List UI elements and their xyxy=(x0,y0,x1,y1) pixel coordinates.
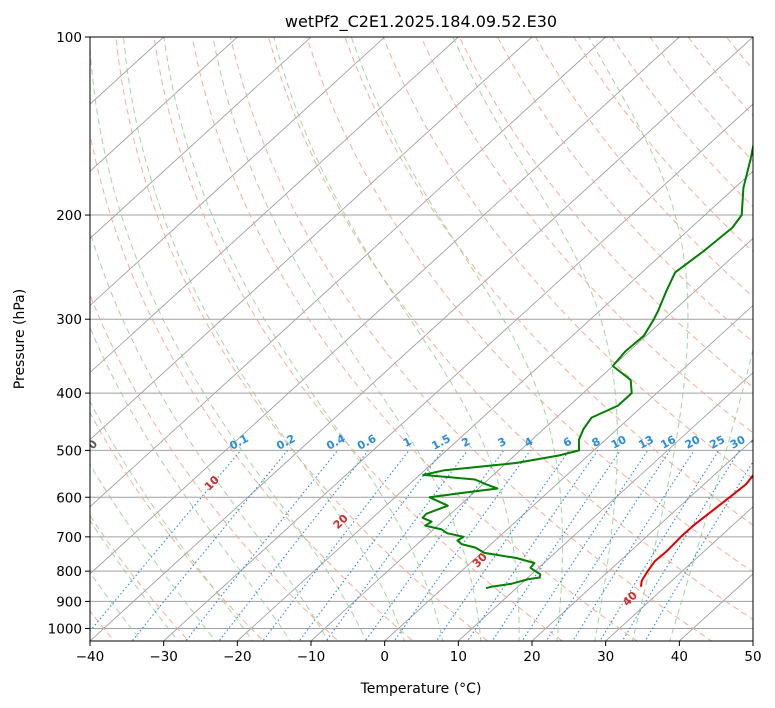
mixing-ratio-line xyxy=(466,450,599,641)
mixing-ratio-line xyxy=(621,450,740,641)
y-tick-label: 300 xyxy=(56,312,82,328)
x-axis-label: Temperature (°C) xyxy=(360,681,482,697)
mixing-ratio-label: 36 xyxy=(749,433,769,452)
moist-adiabat-line xyxy=(90,40,367,641)
x-tick-label: 10 xyxy=(450,649,467,665)
mixing-ratio-line xyxy=(364,450,505,641)
moist-adiabat-line xyxy=(669,347,753,641)
chart-title: wetPf2_C2E1.2025.184.09.52.E30 xyxy=(285,12,557,32)
x-tick-label: 0 xyxy=(380,649,389,665)
y-axis-ticks: 100 200 300 400 500 600 700 800 900 1000 xyxy=(48,30,90,637)
mixing-ratio-line xyxy=(599,450,720,641)
moist-adiabat-line xyxy=(123,37,406,641)
plot-area: 0.10.20.40.611.52346810131620253036-100-… xyxy=(86,37,769,641)
moist-adiabat-line xyxy=(90,326,291,641)
dry-adiabat-line xyxy=(306,37,753,573)
dry-adiabat-line xyxy=(420,37,753,434)
dry-adiabat-line xyxy=(229,37,713,641)
dry-adiabat-line xyxy=(90,411,265,641)
plot-frame xyxy=(89,36,754,642)
mixing-ratio-label: 20 xyxy=(683,433,703,452)
y-tick-label: 700 xyxy=(56,530,82,546)
x-tick-label: −40 xyxy=(76,649,105,665)
moist-adiabat-line xyxy=(90,400,254,641)
dry-adiabat-line xyxy=(344,37,753,526)
pressure-gridlines xyxy=(90,37,753,629)
mixing-ratio-line xyxy=(131,450,289,641)
mixing-ratio-label: 16 xyxy=(658,433,678,452)
mixing-ratio-line xyxy=(572,450,695,641)
contour-labels: 0.10.20.40.611.52346810131620253036-100-… xyxy=(86,432,769,609)
moist-adiabat-lines xyxy=(90,37,753,641)
sounding-line xyxy=(421,141,753,590)
moist-adiabat-line xyxy=(588,37,689,641)
isotherm-line xyxy=(90,37,753,641)
y-tick-label: 500 xyxy=(56,443,82,459)
dry-adiabat-label: 0 xyxy=(86,437,101,452)
mixing-ratio-line xyxy=(491,450,621,641)
mixing-ratio-line xyxy=(435,450,570,641)
moist-adiabat-line xyxy=(452,37,618,641)
y-tick-label: 100 xyxy=(56,30,82,46)
y-tick-label: 600 xyxy=(56,490,82,506)
sounding-profiles xyxy=(421,141,753,590)
isotherm-line xyxy=(531,439,753,641)
isotherm-line xyxy=(604,506,753,641)
moist-adiabat-line xyxy=(212,37,482,641)
x-tick-label: −20 xyxy=(223,649,252,665)
mixing-ratio-line xyxy=(218,450,369,641)
moist-adiabat-line xyxy=(350,37,563,641)
mixing-ratio-line xyxy=(185,450,339,641)
x-tick-label: 50 xyxy=(744,649,761,665)
y-tick-label: 900 xyxy=(56,594,82,610)
moist-adiabat-line xyxy=(90,571,142,641)
moist-adiabat-line xyxy=(90,463,216,641)
mixing-ratio-label: 25 xyxy=(707,433,727,452)
mixing-ratio-label: 30 xyxy=(728,433,748,452)
dry-adiabat-line xyxy=(267,37,753,621)
mixing-ratio-label: 13 xyxy=(636,433,656,452)
dry-adiabat-lines xyxy=(90,37,753,641)
dry-adiabat-line xyxy=(115,37,489,641)
dry-adiabat-line xyxy=(191,37,638,641)
moist-adiabat-line xyxy=(273,37,520,641)
isotherm-line xyxy=(236,170,753,641)
mixing-ratio-line xyxy=(545,450,671,641)
isotherm-line xyxy=(90,37,533,441)
x-tick-label: −10 xyxy=(297,649,326,665)
isotherm-line xyxy=(162,103,753,641)
x-tick-label: 20 xyxy=(523,649,540,665)
y-axis-label: Pressure (hPa) xyxy=(12,289,28,389)
x-tick-label: 40 xyxy=(671,649,688,665)
y-tick-label: 200 xyxy=(56,208,82,224)
dry-adiabat-line xyxy=(90,293,339,641)
isotherm-line xyxy=(383,304,753,641)
isotherm-line xyxy=(90,37,460,374)
moist-adiabat-line xyxy=(90,519,179,641)
dry-adiabat-line xyxy=(496,37,753,343)
y-tick-label: 1000 xyxy=(48,621,82,637)
dry-adiabat-line xyxy=(90,131,414,641)
mixing-ratio-line xyxy=(521,450,649,641)
x-tick-label: −30 xyxy=(149,649,178,665)
y-tick-label: 400 xyxy=(56,386,82,402)
mixing-ratio-label: 10 xyxy=(609,433,629,452)
dry-adiabat-line xyxy=(458,37,753,388)
mixing-ratio-lines xyxy=(90,450,753,641)
x-axis-ticks: −40 −30 −20 −10 0 10 20 30 40 50 xyxy=(76,641,762,665)
isotherm-line xyxy=(457,371,753,641)
isotherm-line xyxy=(90,37,386,307)
dry-adiabat-line xyxy=(153,37,564,641)
x-tick-label: 30 xyxy=(597,649,614,665)
y-tick-label: 800 xyxy=(56,564,82,580)
sounding-line xyxy=(639,473,753,587)
isotherm-line xyxy=(90,37,607,508)
moist-adiabat-line xyxy=(163,37,444,641)
isotherm-line xyxy=(90,37,681,575)
